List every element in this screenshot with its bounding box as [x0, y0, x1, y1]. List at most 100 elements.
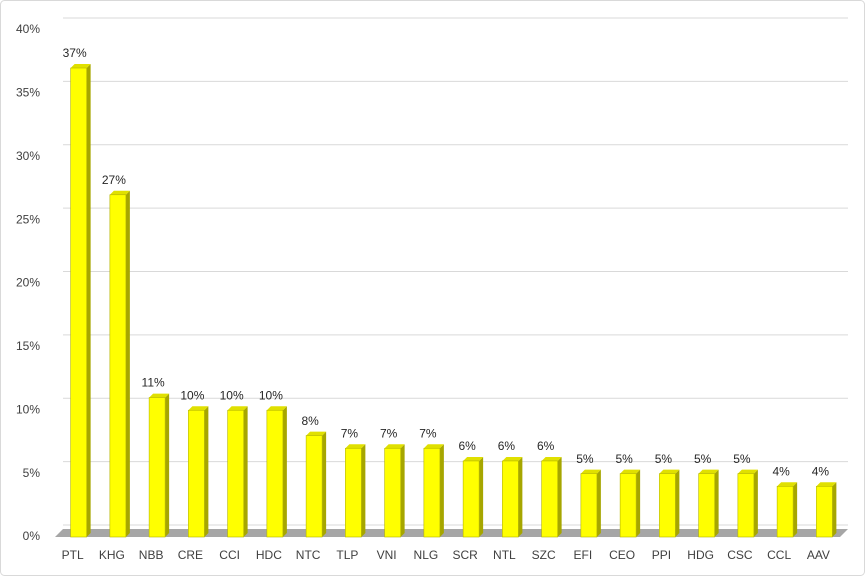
x-tick-label: VNI: [377, 548, 397, 562]
bar-side: [439, 444, 444, 537]
value-label: 5%: [615, 452, 633, 466]
bar: [776, 485, 794, 538]
bar-side: [479, 456, 484, 537]
bar: [619, 473, 637, 538]
bar-side: [282, 406, 287, 537]
value-label: 4%: [772, 464, 790, 478]
bar-top: [580, 469, 601, 474]
value-label: 7%: [419, 426, 437, 440]
y-tick-label: 35%: [16, 86, 40, 100]
bar-top: [816, 482, 837, 487]
bar-side: [753, 469, 758, 537]
bar-top: [345, 444, 366, 449]
value-label: 11%: [142, 376, 165, 390]
bar-top: [109, 190, 130, 195]
value-label: 5%: [576, 452, 594, 466]
value-label: 6%: [458, 439, 476, 453]
x-tick-label: NLG: [414, 548, 439, 562]
bar-top: [463, 456, 484, 461]
floor: [55, 529, 848, 537]
bar-top: [502, 456, 523, 461]
x-tick-label: EFI: [574, 548, 593, 562]
bar: [384, 447, 401, 538]
y-tick-label: 10%: [16, 402, 40, 416]
x-tick-label: NTC: [296, 548, 321, 562]
x-tick-label: HDG: [687, 548, 714, 562]
x-tick-label: CEO: [609, 548, 635, 562]
bar: [541, 460, 558, 538]
x-tick-label: HDC: [256, 548, 282, 562]
x-tick-label: SCR: [452, 548, 478, 562]
bar-top: [306, 431, 327, 436]
bar-top: [777, 482, 798, 487]
bar-side: [714, 469, 719, 537]
bar: [502, 460, 519, 538]
bar-top: [698, 469, 719, 474]
bar: [698, 473, 715, 538]
bar-side: [636, 469, 641, 537]
value-label: 6%: [498, 439, 516, 453]
bar-top: [70, 64, 91, 69]
y-tick-label: 20%: [16, 276, 40, 290]
bar-top: [188, 406, 209, 411]
value-label: 27%: [102, 173, 126, 187]
y-tick-label: 25%: [16, 212, 40, 226]
bar: [148, 397, 166, 538]
value-label: 5%: [733, 452, 751, 466]
bar-top: [227, 406, 248, 411]
bar: [266, 409, 284, 538]
bar-top: [149, 393, 170, 398]
bar-side: [204, 406, 209, 537]
bar: [423, 447, 441, 538]
bar: [305, 435, 323, 538]
bar: [227, 409, 244, 538]
bar-top: [384, 444, 405, 449]
x-tick-label: CRE: [178, 548, 203, 562]
bar: [70, 67, 87, 538]
value-label: 7%: [380, 426, 398, 440]
x-tick-label: CSC: [727, 548, 753, 562]
x-tick-label: CCI: [219, 548, 240, 562]
bar-side: [675, 469, 680, 537]
bar: [659, 473, 676, 538]
x-tick-label: TLP: [336, 548, 358, 562]
bar: [188, 409, 205, 538]
x-tick-label: AAV: [807, 548, 830, 562]
bar: [737, 473, 755, 538]
bar-side: [400, 444, 405, 537]
x-tick-label: PTL: [62, 548, 84, 562]
value-label: 10%: [259, 388, 283, 402]
y-tick-label: 0%: [23, 529, 41, 543]
bar: [462, 460, 480, 538]
value-label: 5%: [694, 452, 712, 466]
bar-side: [243, 406, 248, 537]
bar-top: [423, 444, 444, 449]
y-tick-label: 5%: [23, 466, 41, 480]
bar-side: [165, 393, 170, 537]
bar-top: [266, 406, 287, 411]
bar-side: [322, 431, 327, 537]
bar-top: [620, 469, 641, 474]
x-tick-label: CCL: [767, 548, 791, 562]
y-tick-label: 15%: [16, 339, 40, 353]
x-tick-label: SZC: [532, 548, 556, 562]
value-label: 7%: [341, 426, 359, 440]
x-tick-label: NBB: [139, 548, 164, 562]
bar-side: [361, 444, 366, 537]
x-tick-label: PPI: [652, 548, 671, 562]
bar-side: [557, 456, 562, 537]
bar: [816, 485, 833, 538]
bar-side: [518, 456, 523, 537]
bar-top: [659, 469, 680, 474]
bar-side: [832, 482, 837, 537]
value-label: 10%: [180, 388, 204, 402]
value-label: 10%: [220, 388, 244, 402]
bar-side: [86, 64, 91, 538]
value-label: 4%: [812, 464, 830, 478]
bar: [580, 473, 598, 538]
y-tick-label: 40%: [16, 22, 40, 36]
bar-side: [793, 482, 798, 537]
bar: [345, 447, 362, 538]
bar-top: [737, 469, 758, 474]
